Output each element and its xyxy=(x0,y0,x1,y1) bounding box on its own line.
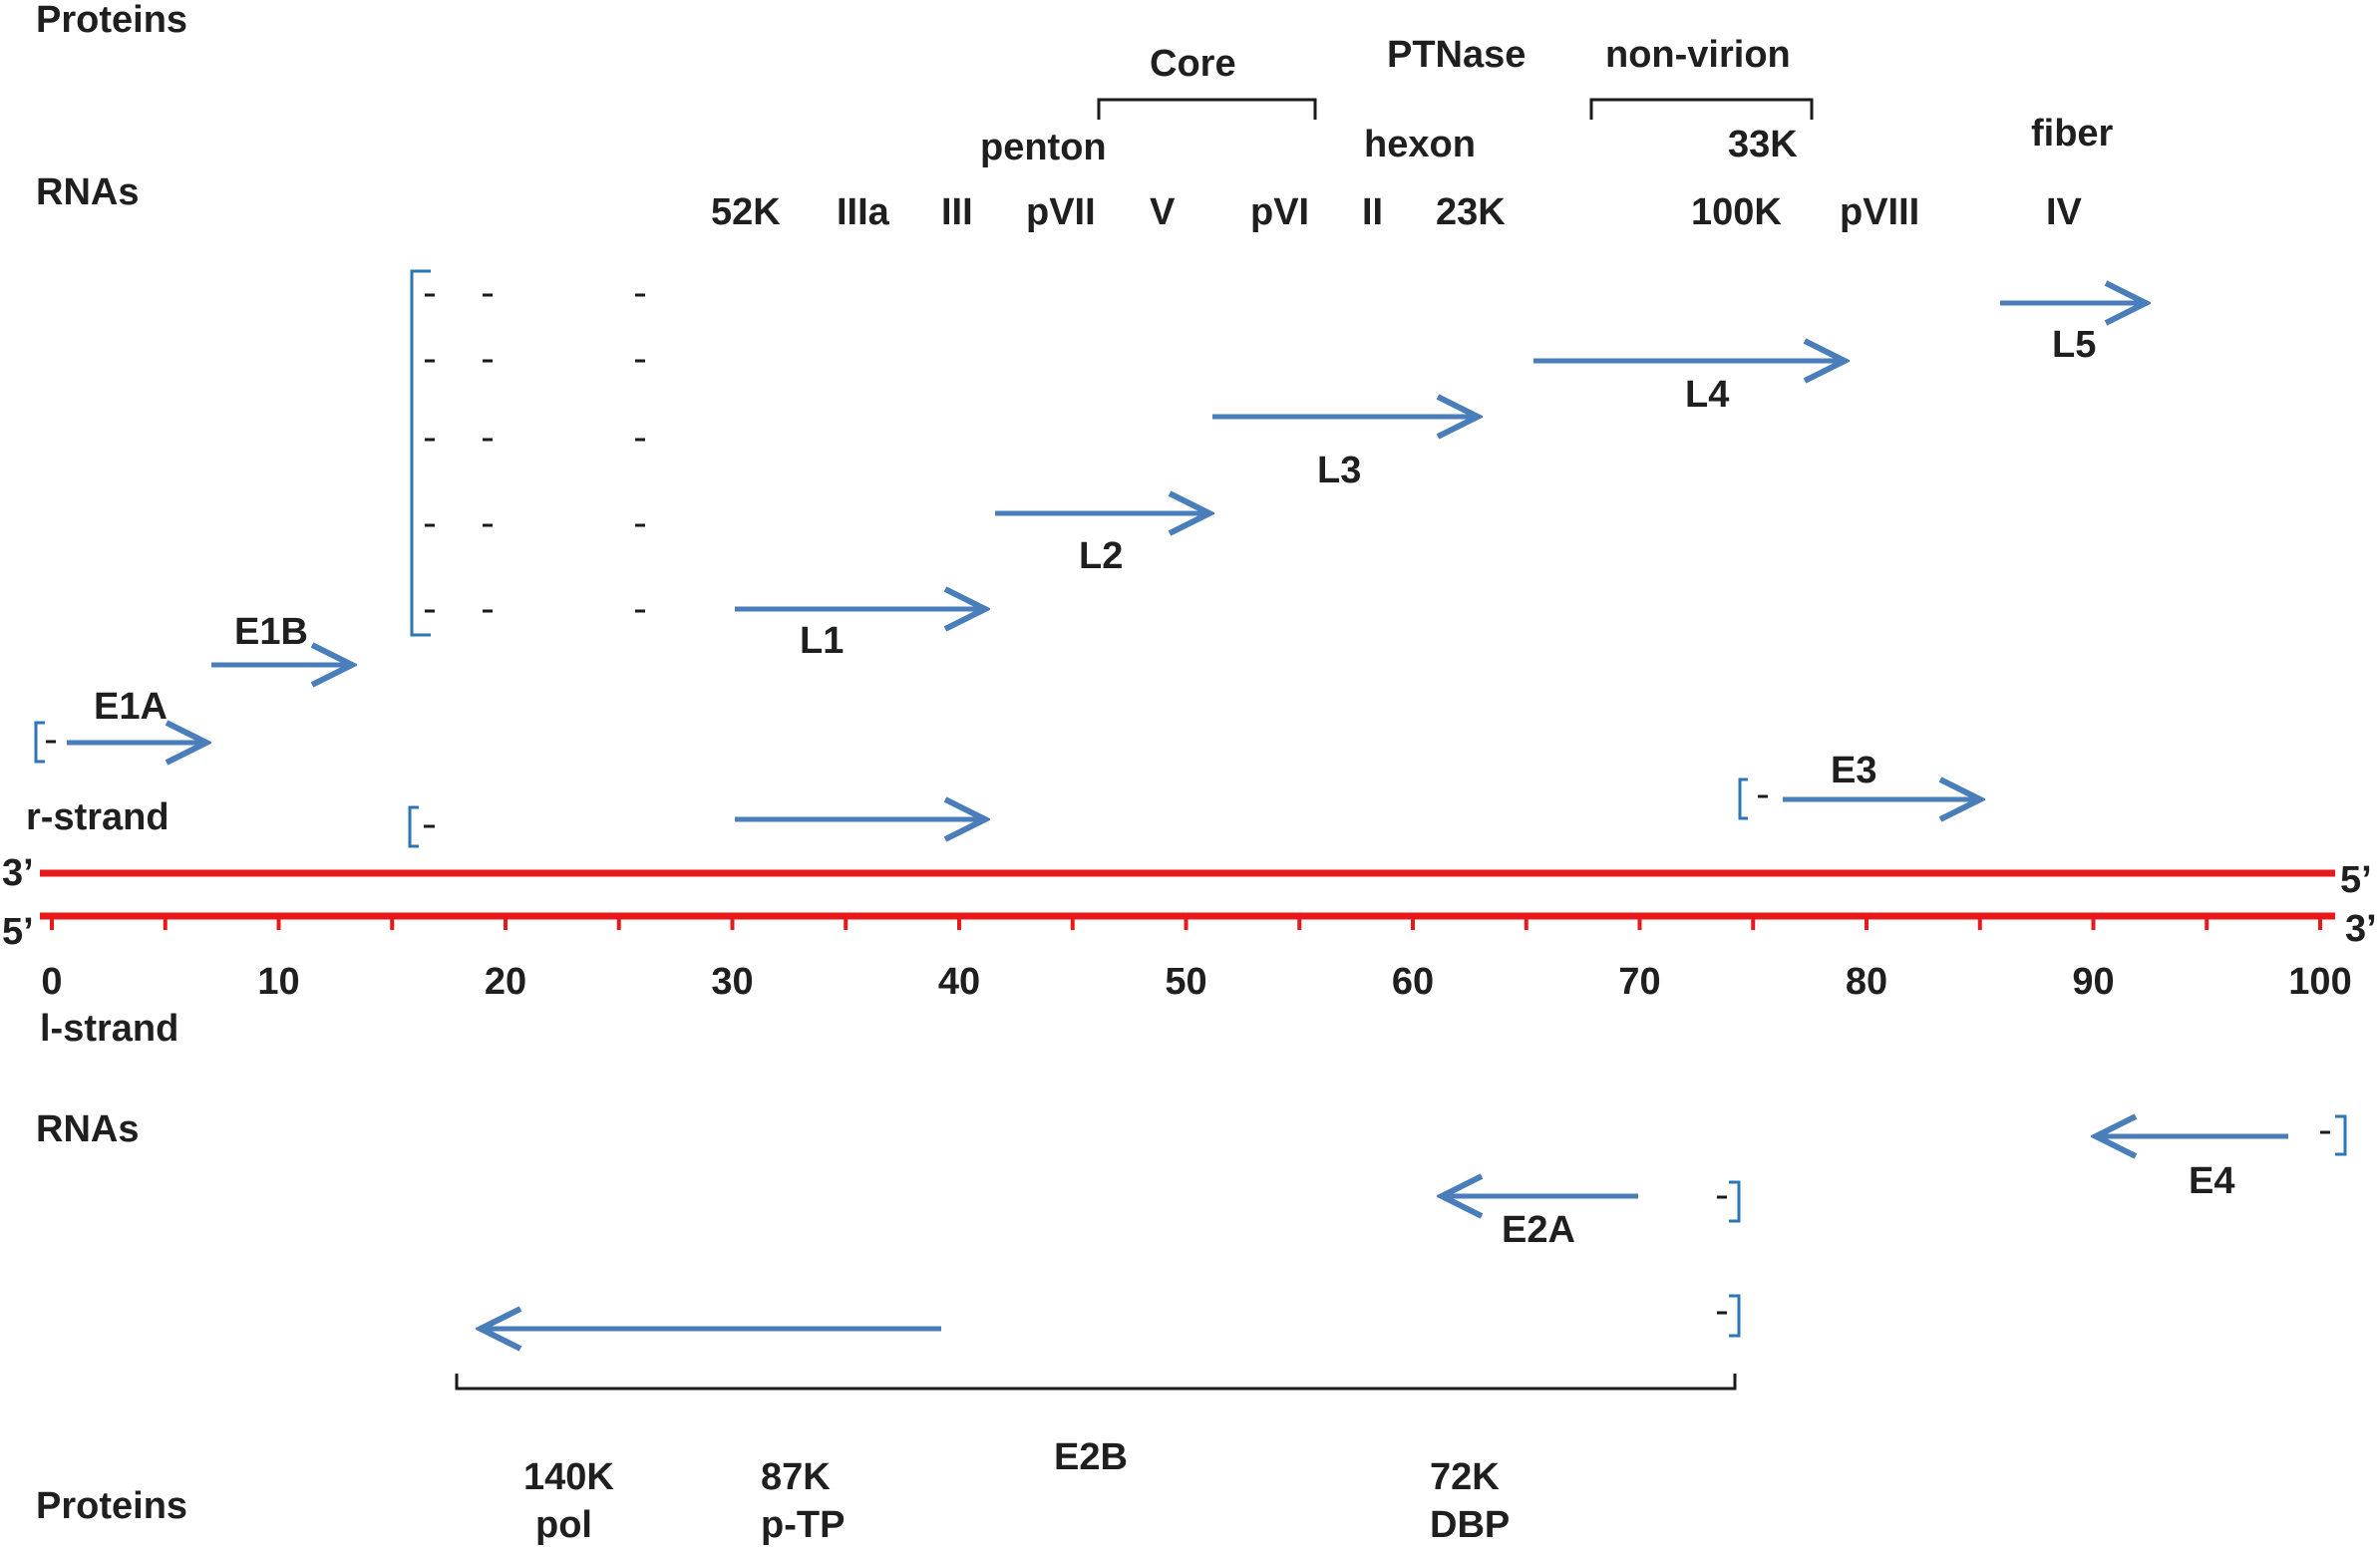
scale-label-100: 100 xyxy=(2288,961,2351,1003)
rnas-bottom-label: RNAs xyxy=(36,1108,139,1150)
hexon-label: hexon xyxy=(1364,124,1476,165)
protein-pvi: pVI xyxy=(1250,191,1309,233)
e2a-label: E2A xyxy=(1502,1209,1575,1251)
protein-iv: IV xyxy=(2046,191,2083,233)
proteins-top-label: Proteins xyxy=(36,0,187,41)
e3-label: E3 xyxy=(1831,750,1876,791)
protein-72k: 72K xyxy=(1430,1456,1500,1498)
protein-pvii: pVII xyxy=(1026,191,1096,233)
scale-label-10: 10 xyxy=(257,961,299,1003)
l3-label: L3 xyxy=(1317,450,1361,491)
r-strand-label: r-strand xyxy=(26,796,170,838)
end-5-left: 5’ xyxy=(2,911,34,953)
scale-label-40: 40 xyxy=(938,961,980,1003)
33k-label: 33K xyxy=(1728,124,1798,165)
e2b-bracket xyxy=(1729,1294,1741,1338)
core-label: Core xyxy=(1150,43,1236,85)
protein-ptp: p-TP xyxy=(761,1504,845,1546)
core-bracket xyxy=(1097,98,1317,120)
e2a-bracket xyxy=(1729,1180,1741,1223)
l-strand-label: l-strand xyxy=(40,1008,178,1050)
e1a-label: E1A xyxy=(94,686,168,728)
scale-label-0: 0 xyxy=(41,961,62,1003)
proteins-bottom-label: Proteins xyxy=(36,1485,187,1527)
scale-label-70: 70 xyxy=(1618,961,1660,1003)
non-virion-label: non-virion xyxy=(1605,34,1791,76)
scale-label-50: 50 xyxy=(1165,961,1206,1003)
penton-label: penton xyxy=(980,127,1107,168)
scale-tick-labels: 0 10 20 30 40 50 60 70 80 90 100 xyxy=(41,961,2351,1003)
end-3-left: 3’ xyxy=(2,852,34,894)
scale-label-90: 90 xyxy=(2072,961,2114,1003)
e4-bracket xyxy=(2335,1114,2347,1156)
e1a-bracket xyxy=(34,721,45,764)
e1b-label: E1B xyxy=(234,611,308,653)
rnas-top-label: RNAs xyxy=(36,171,139,213)
end-3-right: 3’ xyxy=(2345,908,2377,950)
l1-label: L1 xyxy=(800,620,844,662)
fiber-label: fiber xyxy=(2031,113,2114,155)
mlp-start-bracket xyxy=(408,805,419,848)
protein-pol: pol xyxy=(535,1504,592,1546)
e2b-protein-bracket xyxy=(455,1374,1737,1391)
protein-100k: 100K xyxy=(1691,191,1782,233)
scale-label-30: 30 xyxy=(711,961,753,1003)
scale-label-20: 20 xyxy=(485,961,526,1003)
scale-label-80: 80 xyxy=(1846,961,1887,1003)
protein-v: V xyxy=(1150,191,1176,233)
scale-ticks xyxy=(50,916,2322,930)
e2b-label: E2B xyxy=(1054,1436,1128,1478)
l5-label: L5 xyxy=(2052,324,2096,366)
protein-52k: 52K xyxy=(711,191,781,233)
scale-label-60: 60 xyxy=(1392,961,1434,1003)
protein-23k: 23K xyxy=(1436,191,1506,233)
protein-87k: 87K xyxy=(761,1456,831,1498)
e4-label: E4 xyxy=(2189,1160,2234,1202)
protein-dbp: DBP xyxy=(1430,1504,1510,1546)
end-5-right: 5’ xyxy=(2340,859,2372,901)
non-virion-bracket xyxy=(1589,98,1814,120)
l4-label: L4 xyxy=(1685,374,1729,416)
protein-140k: 140K xyxy=(523,1456,614,1498)
protein-pviii: pVIII xyxy=(1840,191,1919,233)
l2-label: L2 xyxy=(1079,535,1123,577)
mlp-bracket xyxy=(410,269,431,637)
protein-ii: II xyxy=(1362,191,1383,233)
protein-iii: III xyxy=(941,191,973,233)
ptnase-label: PTNase xyxy=(1387,34,1526,76)
tripartite-leader-dashes xyxy=(425,293,645,613)
e3-bracket xyxy=(1738,777,1748,820)
protein-iiia: IIIa xyxy=(837,191,890,233)
